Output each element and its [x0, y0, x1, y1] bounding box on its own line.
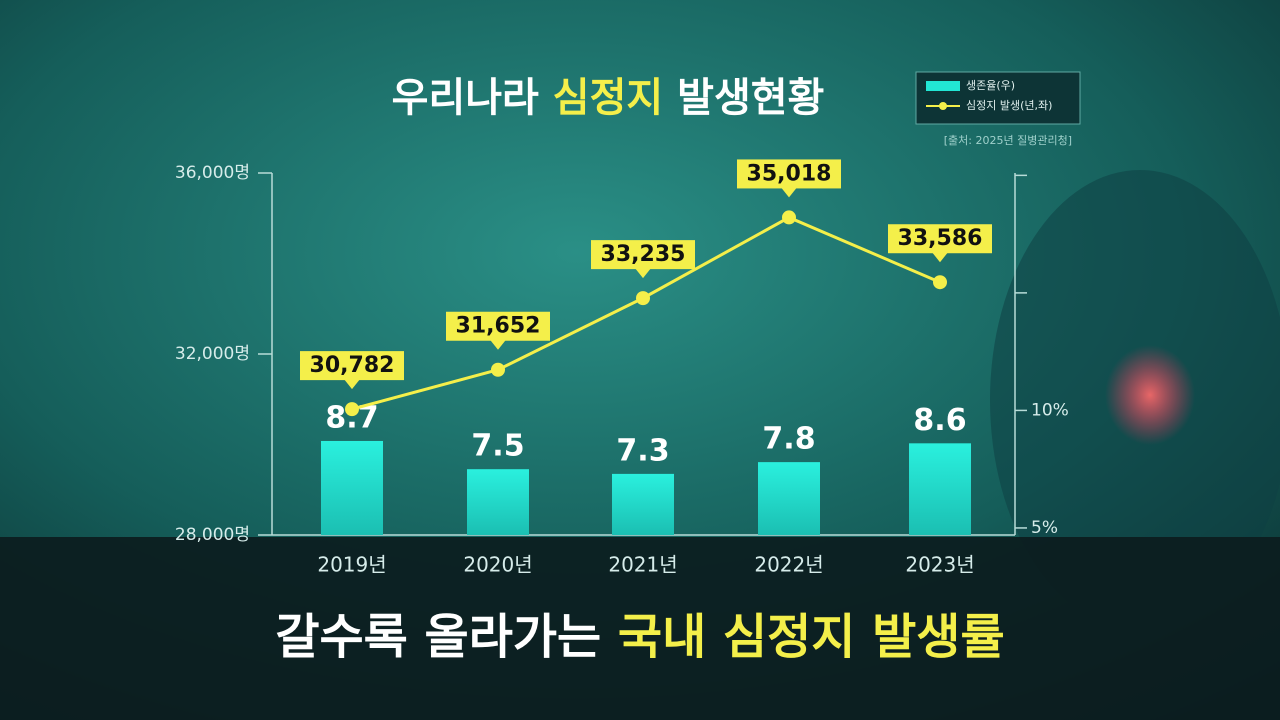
line-value-label: 35,018: [747, 161, 832, 186]
bar: [467, 469, 529, 535]
legend-label: 심정지 발생(년,좌): [966, 99, 1052, 112]
legend-box: [915, 71, 1081, 125]
legend-swatch: [926, 81, 960, 91]
bar-value-label: 7.3: [616, 433, 669, 468]
label-pointer: [781, 187, 797, 198]
label-box: [446, 311, 550, 341]
label-pointer: [635, 268, 651, 279]
line-point: [636, 291, 650, 306]
legend-label: 생존율(우): [966, 79, 1015, 92]
bar: [909, 443, 971, 535]
line-value-label: 33,586: [898, 226, 983, 251]
caption: 갈수록 올라가는 국내 심정지 발생률: [275, 609, 1004, 665]
title-highlight: 심정지: [553, 75, 663, 121]
heart-glow: [1105, 345, 1195, 445]
x-tick-label: 2020년: [463, 553, 532, 577]
label-box: [591, 240, 695, 270]
line-point: [782, 210, 796, 225]
bar-value-label: 7.5: [471, 429, 524, 464]
caption-part: 갈수록 올라가는: [275, 609, 601, 665]
label-pointer: [490, 339, 506, 350]
chart-title: 우리나라 심정지 발생현황: [392, 75, 825, 121]
bar-value-label: 8.6: [913, 403, 966, 438]
x-tick-label: 2023년: [905, 553, 974, 577]
label-box: [888, 224, 992, 254]
y2-tick-label: 5%: [1031, 518, 1058, 538]
caption-highlight: 국내 심정지 발생률: [618, 609, 1005, 665]
legend-swatch: [939, 102, 947, 110]
bar-value-label: 7.8: [762, 422, 815, 457]
source: [출처: 2025년 질병관리청]: [944, 134, 1072, 147]
x-tick-label: 2021년: [608, 553, 677, 577]
line-point: [933, 275, 947, 290]
label-pointer: [932, 252, 948, 263]
y-tick-label: 36,000명: [175, 163, 250, 183]
title-part: 발생현황: [677, 75, 824, 121]
label-box: [300, 351, 404, 381]
line-value-label: 30,782: [310, 353, 395, 378]
label-pointer: [344, 379, 360, 390]
line-point: [345, 402, 359, 417]
x-tick-label: 2019년: [317, 553, 386, 577]
x-tick-label: 2022년: [754, 553, 823, 577]
line-point: [491, 362, 505, 377]
y-tick-label: 32,000명: [175, 344, 250, 364]
line-value-label: 31,652: [456, 314, 541, 339]
bar: [758, 462, 820, 535]
bar: [612, 473, 674, 535]
line-value-label: 33,235: [601, 242, 686, 267]
title-part: 우리나라: [392, 75, 539, 121]
label-box: [737, 159, 841, 189]
caption-band: [0, 537, 1280, 720]
bar: [321, 440, 383, 535]
y-tick-label: 28,000명: [175, 525, 250, 545]
y2-tick-label: 10%: [1031, 400, 1069, 420]
